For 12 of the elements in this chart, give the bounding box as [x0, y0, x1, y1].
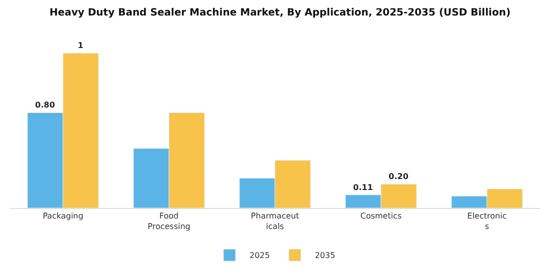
data-label: 1 — [78, 41, 84, 50]
data-label: 0.11 — [353, 182, 374, 192]
x-tick-label: Packaging — [42, 212, 84, 221]
x-tick-label: Food Processing — [148, 212, 190, 231]
x-tick-label: Electronic s — [467, 212, 507, 231]
legend-label: 2035 — [314, 251, 336, 260]
legend-label: 2025 — [250, 251, 270, 260]
chart-title: Heavy Duty Band Sealer Machine Market, By Application, 2025-2035 (USD Billion) — [49, 7, 511, 18]
data-label: 0.80 — [35, 100, 56, 110]
data-label: 0.20 — [388, 172, 409, 182]
x-tick-label: Pharmaceut icals — [250, 212, 300, 231]
x-tick-label: Cosmetics — [360, 212, 402, 221]
